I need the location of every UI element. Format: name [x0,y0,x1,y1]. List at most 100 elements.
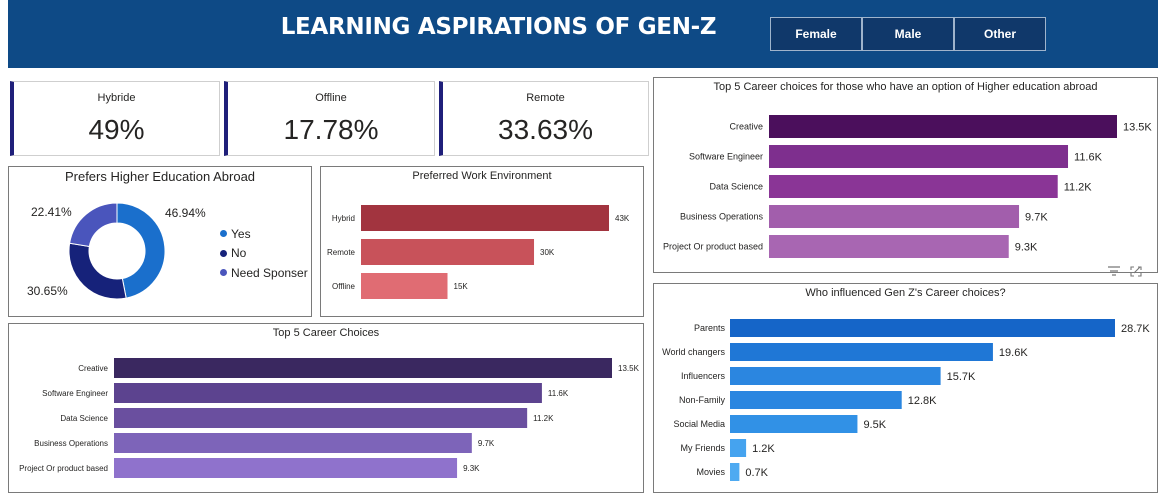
category-label: Project Or product based [663,242,763,252]
data-label: 11.2K [533,414,554,423]
abroad-career-choices-panel[interactable]: Top 5 Career choices for those who have … [653,77,1158,273]
kpi-label: Hybride [14,92,219,104]
kpi-card-hybride[interactable]: Hybride 49% [10,81,220,156]
category-label: Non-Family [679,395,726,405]
category-label: Creative [729,122,763,132]
donut-slice-need-sponser[interactable] [70,203,117,246]
bar-creative[interactable] [769,115,1117,138]
donut-legend: Yes No Need Sponser [220,224,308,283]
kpi-value: 49% [14,114,219,146]
legend-item-need-sponser[interactable]: Need Sponser [220,263,308,283]
data-label: 0.7K [745,467,768,479]
data-label: 9.5K [863,419,886,431]
bar-movies[interactable] [730,463,739,481]
bar-hybrid[interactable] [361,205,609,231]
data-label: 13.5K [1123,121,1152,133]
kpi-label: Offline [228,92,434,104]
data-label: 9.3K [1015,241,1038,253]
category-label: Business Operations [680,212,764,222]
data-label: 13.5K [618,364,640,373]
slicer-female-button[interactable]: Female [770,17,862,51]
legend-dot [220,230,227,237]
data-label: 15.7K [947,371,976,383]
category-label: Software Engineer [42,389,108,398]
legend-item-no[interactable]: No [220,244,308,264]
category-label: Creative [78,364,108,373]
legend-label: No [231,246,246,260]
top-career-choices-panel[interactable]: Top 5 Career Choices Creative 13.5K Softwa… [8,323,644,493]
bar-world-changers[interactable] [730,343,993,361]
category-label: Remote [327,248,356,257]
data-label: 9.7K [478,439,495,448]
bar-parents[interactable] [730,319,1115,337]
data-label: 11.6K [548,389,569,398]
work-environment-chart[interactable]: Hybrid 43K Remote 30K Offline 15K [321,167,645,318]
filter-icon[interactable] [1108,266,1120,280]
category-label: Parents [694,323,726,333]
kpi-card-offline[interactable]: Offline 17.78% [224,81,435,156]
donut-slice-no[interactable] [69,243,126,299]
bar-non-family[interactable] [730,391,902,409]
bar-business-operations[interactable] [769,205,1019,228]
abroad-career-chart[interactable]: Creative 13.5K Software Engineer 11.6K Data … [654,78,1159,274]
dashboard-header: LEARNING ASPIRATIONS OF GEN-Z Female Mal… [8,0,1158,68]
category-label: World changers [662,347,725,357]
bar-influencers[interactable] [730,367,941,385]
donut-slice-yes[interactable] [117,203,165,298]
category-label: Data Science [709,182,763,192]
bar-offline[interactable] [361,273,448,299]
work-environment-panel[interactable]: Preferred Work Environment Hybrid 43K Remo… [320,166,644,317]
category-label: Data Science [60,414,108,423]
bar-business-operations[interactable] [114,433,472,453]
data-label: 1.2K [752,443,775,455]
kpi-value: 33.63% [443,114,648,146]
bar-data-science[interactable] [114,408,527,428]
data-label: 19.6K [999,347,1028,359]
category-label: Software Engineer [689,152,763,162]
bar-my-friends[interactable] [730,439,746,457]
category-label: Project Or product based [19,464,108,473]
category-label: Hybrid [332,214,355,223]
visual-header-icons [1108,266,1142,280]
legend-label: Yes [231,227,251,241]
data-label: 28.7K [1121,323,1150,335]
bar-data-science[interactable] [769,175,1058,198]
data-label: 43K [615,214,630,223]
bar-creative[interactable] [114,358,612,378]
bar-remote[interactable] [361,239,534,265]
category-label: Business Operations [34,439,108,448]
higher-education-abroad-panel[interactable]: Prefers Higher Education Abroad 46.94% 3… [8,166,312,317]
donut-label-no: 30.65% [27,284,68,298]
kpi-card-remote[interactable]: Remote 33.63% [439,81,649,156]
legend-item-yes[interactable]: Yes [220,224,308,244]
legend-dot [220,269,227,276]
data-label: 15K [454,282,469,291]
data-label: 11.6K [1074,151,1103,163]
data-label: 9.3K [463,464,480,473]
legend-label: Need Sponser [231,266,308,280]
slicer-male-button[interactable]: Male [862,17,954,51]
bar-software-engineer[interactable] [769,145,1068,168]
donut-label-need: 22.41% [31,205,72,219]
gender-slicer: Female Male Other [770,17,1046,51]
career-influence-panel[interactable]: Who influenced Gen Z's Career choices? P… [653,283,1158,493]
data-label: 9.7K [1025,211,1048,223]
career-choices-chart[interactable]: Creative 13.5K Software Engineer 11.6K Data … [9,324,645,494]
data-label: 30K [540,248,555,257]
data-label: 11.2K [1064,181,1093,193]
kpi-label: Remote [443,92,648,104]
focus-mode-icon[interactable] [1130,266,1142,280]
bar-project-or-product-based[interactable] [769,235,1009,258]
bar-software-engineer[interactable] [114,383,542,403]
bar-project-or-product-based[interactable] [114,458,457,478]
kpi-value: 17.78% [228,114,434,146]
category-label: Social Media [673,419,725,429]
career-influence-chart[interactable]: Parents 28.7K World changers 19.6K Influence… [654,284,1159,494]
category-label: My Friends [680,443,725,453]
category-label: Offline [332,282,356,291]
legend-dot [220,250,227,257]
bar-social-media[interactable] [730,415,857,433]
slicer-other-button[interactable]: Other [954,17,1046,51]
category-label: Influencers [681,371,726,381]
donut-label-yes: 46.94% [165,206,206,220]
